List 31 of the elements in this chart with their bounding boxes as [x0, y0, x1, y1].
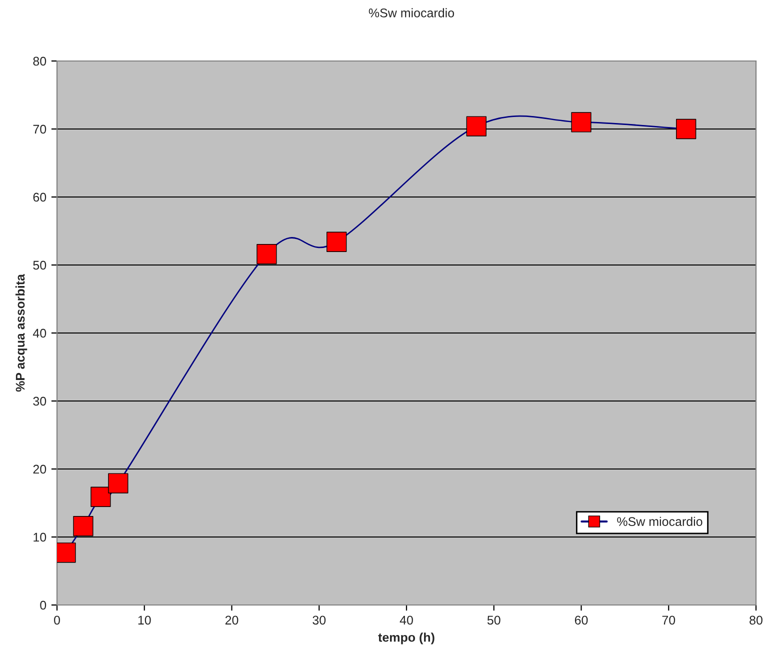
legend-label: %Sw miocardio	[617, 516, 702, 526]
x-tick-label: 50	[487, 616, 500, 625]
point	[73, 516, 94, 536]
y-tick-label: 70	[33, 124, 46, 134]
point	[571, 112, 592, 132]
point	[57, 542, 76, 563]
y-tick-label: 80	[33, 56, 46, 66]
x-tick-label: 20	[225, 616, 238, 625]
point	[90, 486, 111, 507]
x-tick-label: 40	[400, 616, 413, 625]
point	[676, 118, 696, 140]
point	[326, 232, 347, 252]
y-tick-label: 50	[33, 260, 46, 270]
point	[466, 116, 486, 136]
x-tick-label: 30	[312, 616, 326, 625]
y-axis-title: %P acqua assorbita	[15, 274, 28, 392]
y-tick-label: 20	[33, 464, 46, 474]
y-tick-label: 0	[40, 600, 46, 610]
x-tick-label: 10	[138, 616, 151, 625]
chart-title: %Sw miocardio	[368, 8, 454, 18]
y-tick-label: 30	[33, 396, 46, 406]
x-axis-title: tempo (h)	[378, 632, 434, 644]
y-tick-label: 10	[34, 532, 46, 542]
y-tick-label: 40	[32, 328, 46, 338]
x-tick-label: 80	[750, 616, 762, 625]
y-tick-label: 60	[33, 192, 46, 202]
x-tick-label: 60	[574, 616, 588, 625]
x-tick-label: 0	[54, 616, 60, 625]
point	[256, 244, 277, 264]
point	[108, 473, 128, 494]
x-tick-label: 70	[662, 616, 676, 625]
